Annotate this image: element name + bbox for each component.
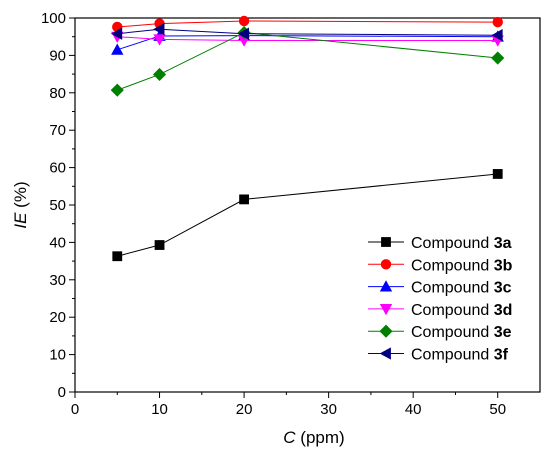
legend: Compound 3a Compound 3b Compound 3c Compoun… xyxy=(368,235,513,364)
series-line xyxy=(117,173,498,257)
legend-marker xyxy=(381,237,391,247)
y-tick-label: 30 xyxy=(49,272,66,289)
x-tick-label: 0 xyxy=(71,401,79,418)
data-point xyxy=(492,169,503,179)
data-point xyxy=(153,23,165,36)
legend-label: Compound 3a xyxy=(411,235,512,252)
series-line xyxy=(117,20,498,28)
legend-marker xyxy=(379,280,393,292)
legend-label: Compound 3b xyxy=(411,257,513,274)
y-axis-title: IE (%) xyxy=(11,181,30,228)
series-line xyxy=(117,32,498,91)
y-tick-label: 50 xyxy=(49,197,66,214)
data-point xyxy=(237,27,249,40)
legend-marker xyxy=(380,259,392,270)
x-tick-label: 30 xyxy=(320,401,337,418)
data-point xyxy=(112,251,123,262)
data-point xyxy=(491,29,503,42)
legend-item-3a: Compound 3a xyxy=(368,235,512,252)
data-point xyxy=(492,16,503,28)
data-point xyxy=(152,67,167,82)
data-point xyxy=(154,240,165,250)
legend-item-3f: Compound 3f xyxy=(368,347,509,364)
legend-label: Compound 3f xyxy=(411,347,509,364)
data-point xyxy=(239,194,249,205)
x-tick-label: 20 xyxy=(236,401,253,418)
legend-marker xyxy=(379,324,393,338)
legend-label: Compound 3e xyxy=(411,324,512,341)
legend-label: Compound 3c xyxy=(411,280,512,297)
data-point xyxy=(111,43,124,55)
y-tick-label: 80 xyxy=(49,85,66,102)
series-line xyxy=(117,28,498,36)
data-point xyxy=(238,15,250,27)
y-tick-label: 70 xyxy=(49,122,66,139)
y-tick-label: 90 xyxy=(49,47,66,64)
legend-item-3e: Compound 3e xyxy=(368,324,512,341)
y-tick-label: 20 xyxy=(49,309,66,326)
series-3f xyxy=(110,23,503,42)
y-tick-label: 0 xyxy=(58,384,66,401)
y-tick-label: 10 xyxy=(49,347,66,364)
legend-marker xyxy=(379,347,391,360)
series-line xyxy=(117,35,498,51)
series-3e xyxy=(110,26,505,97)
x-tick-label: 10 xyxy=(151,401,168,418)
legend-label: Compound 3d xyxy=(411,302,512,319)
x-axis-title: C (ppm) xyxy=(283,428,344,447)
data-point xyxy=(153,34,166,46)
y-tick-label: 60 xyxy=(49,160,66,177)
legend-item-3b: Compound 3b xyxy=(368,257,513,274)
data-point xyxy=(110,83,124,97)
y-axis-ticks: 0 10 20 30 40 50 60 70 80 90 100 xyxy=(41,10,75,401)
series-layer xyxy=(110,15,505,262)
x-axis-ticks: 0 10 20 30 40 50 xyxy=(71,392,506,418)
legend-item-3d: Compound 3d xyxy=(368,302,512,319)
legend-item-3c: Compound 3c xyxy=(368,280,512,297)
data-point xyxy=(491,51,505,65)
x-tick-label: 40 xyxy=(405,401,422,418)
y-tick-label: 40 xyxy=(49,234,66,251)
y-tick-label: 100 xyxy=(41,10,66,27)
x-tick-label: 50 xyxy=(489,401,506,418)
series-line xyxy=(117,36,498,41)
legend-marker xyxy=(379,303,393,316)
data-point xyxy=(110,27,123,40)
series-3a xyxy=(112,169,503,262)
